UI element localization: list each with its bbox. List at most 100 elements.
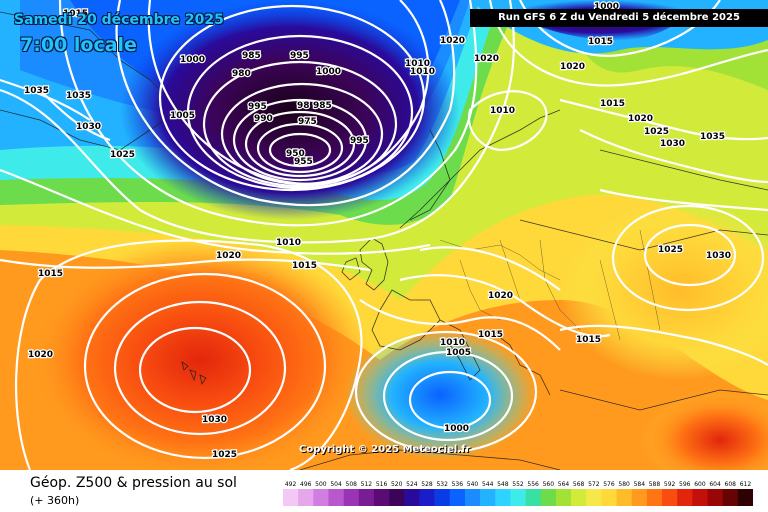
isobar-label: 1010 [440, 338, 465, 348]
isobar-label: 1015 [478, 330, 503, 340]
isobar-label: 975 [298, 117, 317, 127]
scale-swatch [449, 489, 466, 506]
scale-tick-label: 604 [709, 481, 721, 488]
scale-tick-label: 532 [436, 481, 448, 488]
scale-swatch [434, 489, 451, 506]
isobar-label: 980 [232, 69, 251, 79]
scale-tick-label: 572 [588, 481, 600, 488]
isobar-label: 1015 [588, 37, 613, 47]
isobar-label: 1000 [316, 67, 341, 77]
isobar-label: 1030 [660, 139, 685, 149]
scale-swatch [313, 489, 329, 506]
scale-swatch [358, 489, 375, 506]
scale-tick-label: 580 [618, 481, 630, 488]
scale-swatch [646, 489, 663, 506]
isobar-label: 990 [254, 114, 273, 124]
forecast-time: 7:00 locale [20, 34, 137, 56]
scale-swatch [298, 489, 314, 506]
isobar-label: 1020 [216, 251, 241, 261]
isobar-label: 1020 [488, 291, 513, 301]
isobar-label: 1020 [28, 350, 53, 360]
scale-tick-label: 568 [573, 481, 585, 488]
isobar-label: 1030 [706, 251, 731, 261]
scale-tick-label: 612 [740, 481, 752, 488]
isobar-label: 1025 [644, 127, 669, 137]
isobar-label: 1025 [658, 245, 683, 255]
scale-swatch [662, 489, 678, 506]
isobar-label: 995 [290, 51, 309, 61]
isobar-label: 1015 [576, 335, 601, 345]
scale-swatch [631, 489, 648, 506]
scale-tick-label: 516 [376, 481, 388, 488]
scale-tick-label: 492 [285, 481, 297, 488]
scale-tick-label: 556 [527, 481, 539, 488]
scale-swatch [328, 489, 344, 506]
scale-tick-label: 564 [558, 481, 570, 488]
scale-tick-label: 504 [330, 481, 342, 488]
scale-swatch [555, 489, 572, 506]
isobar-label: 98 [297, 101, 310, 111]
isobar-label: 1000 [444, 424, 469, 434]
isobar-label: 1020 [474, 54, 499, 64]
scale-swatch [404, 489, 420, 506]
scale-swatch [737, 489, 753, 506]
isobar-label: 1035 [700, 132, 725, 142]
scale-tick-label: 608 [725, 481, 737, 488]
scale-swatch [571, 489, 587, 506]
scale-tick-label: 508 [346, 481, 358, 488]
scale-tick-label: 524 [406, 481, 418, 488]
scale-tick-label: 512 [361, 481, 373, 488]
scale-tick-label: 548 [497, 481, 509, 488]
scale-tick-label: 528 [421, 481, 433, 488]
isobar-label: 1010 [276, 238, 301, 248]
scale-swatch [283, 489, 299, 506]
scale-swatch [722, 489, 739, 506]
scale-tick-label: 584 [634, 481, 646, 488]
scale-swatch [677, 489, 693, 506]
isobar-label: 1015 [38, 269, 63, 279]
forecast-date: Samedi 20 décembre 2025 [14, 12, 224, 28]
isobar-label: 1015 [600, 99, 625, 109]
isobar-label: 1010 [405, 59, 430, 69]
scale-tick-label: 600 [694, 481, 706, 488]
scale-tick-label: 552 [512, 481, 524, 488]
isobar-label: 1025 [212, 450, 237, 460]
scale-tick-label: 576 [603, 481, 615, 488]
isobar-labels: 1015 1035 1035 1030 1025 1000 985 995 98… [23, 1, 732, 461]
isobar-label: 1030 [202, 415, 227, 425]
scale-tick-label: 536 [452, 481, 464, 488]
scale-swatch [510, 489, 526, 506]
scale-tick-label: 520 [391, 481, 403, 488]
forecast-lead-time: (+ 360h) [30, 494, 80, 507]
isobar-label: 1015 [292, 261, 317, 271]
isobar-label: 1005 [446, 348, 471, 358]
copyright-notice: Copyright © 2025 Meteociel.fr [299, 444, 471, 455]
scale-tick-label: 500 [315, 481, 327, 488]
isobar-label: 1030 [76, 122, 101, 132]
isobar-label: 985 [313, 101, 332, 111]
scale-tick-label: 496 [300, 481, 312, 488]
isobar-label: 1000 [180, 55, 205, 65]
scale-swatch [419, 489, 435, 506]
isobar-label: 985 [242, 51, 261, 61]
coastlines [0, 11, 768, 470]
isobar-label: 1035 [24, 86, 49, 96]
isobar-label: 950 [286, 149, 305, 159]
isobar-label: 1035 [66, 91, 91, 101]
scale-tick-label: 560 [543, 481, 555, 488]
isobar-label: 1005 [170, 111, 195, 121]
scale-swatch [707, 489, 723, 506]
scale-tick-label: 540 [467, 481, 479, 488]
isobar-label: 955 [294, 157, 313, 167]
scale-tick-label: 596 [679, 481, 691, 488]
product-title: Géop. Z500 & pression au sol [30, 475, 237, 491]
scale-swatch [389, 489, 405, 506]
scale-tick-label: 592 [664, 481, 676, 488]
scale-swatch [464, 489, 481, 506]
weather-map: 1015 1035 1035 1030 1025 1000 985 995 98… [0, 0, 768, 470]
scale-swatch [373, 489, 390, 506]
scale-swatch [525, 489, 542, 506]
scale-tick-label: 588 [649, 481, 661, 488]
scale-swatch [480, 489, 496, 506]
isobar-label: 1015 [63, 9, 88, 19]
